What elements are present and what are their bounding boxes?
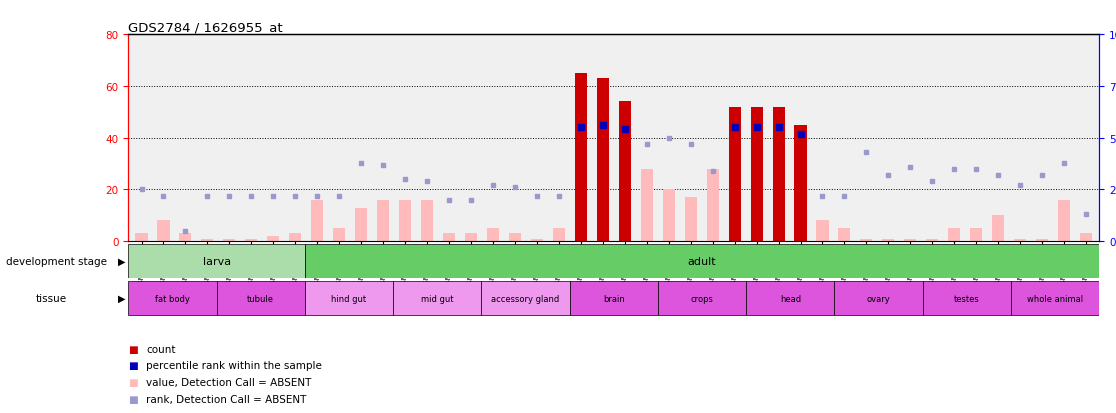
Text: testes: testes: [954, 294, 980, 303]
Bar: [970, 229, 982, 242]
Bar: [201, 239, 213, 242]
Text: hind gut: hind gut: [331, 294, 366, 303]
Text: fat body: fat body: [155, 294, 190, 303]
Text: whole animal: whole animal: [1027, 294, 1084, 303]
Bar: [684, 198, 696, 242]
Bar: [923, 282, 1011, 315]
Bar: [747, 282, 835, 315]
Bar: [400, 200, 411, 242]
Bar: [246, 239, 258, 242]
Bar: [531, 239, 543, 242]
Bar: [421, 200, 433, 242]
Text: accessory gland: accessory gland: [491, 294, 559, 303]
Text: mid gut: mid gut: [421, 294, 453, 303]
Bar: [481, 282, 569, 315]
Bar: [443, 234, 455, 242]
Bar: [1014, 239, 1027, 242]
Text: rank, Detection Call = ABSENT: rank, Detection Call = ABSENT: [146, 394, 307, 404]
Bar: [992, 216, 1004, 242]
Bar: [267, 236, 279, 242]
Text: ▶: ▶: [118, 256, 126, 266]
Bar: [305, 282, 393, 315]
Bar: [949, 229, 961, 242]
Text: ▶: ▶: [118, 293, 126, 304]
Bar: [157, 221, 170, 242]
Bar: [1036, 239, 1048, 242]
Text: percentile rank within the sample: percentile rank within the sample: [146, 361, 323, 370]
Bar: [904, 239, 916, 242]
Bar: [751, 107, 762, 242]
Bar: [1011, 282, 1099, 315]
Bar: [487, 229, 499, 242]
Bar: [465, 234, 477, 242]
Bar: [355, 208, 367, 242]
Bar: [795, 126, 807, 242]
Text: GDS2784 / 1626955_at: GDS2784 / 1626955_at: [128, 21, 283, 34]
Text: ■: ■: [128, 361, 138, 370]
Bar: [926, 239, 939, 242]
Bar: [575, 74, 587, 242]
Bar: [509, 234, 521, 242]
Text: ■: ■: [128, 394, 138, 404]
Bar: [860, 239, 873, 242]
Bar: [597, 79, 609, 242]
Bar: [377, 200, 389, 242]
Bar: [641, 169, 653, 242]
Bar: [838, 229, 850, 242]
Text: value, Detection Call = ABSENT: value, Detection Call = ABSENT: [146, 377, 311, 387]
Bar: [180, 234, 192, 242]
Bar: [658, 282, 747, 315]
Bar: [1080, 234, 1093, 242]
Bar: [289, 234, 301, 242]
Bar: [883, 239, 894, 242]
Bar: [135, 234, 147, 242]
Text: head: head: [780, 294, 801, 303]
Text: count: count: [146, 344, 175, 354]
Bar: [552, 229, 565, 242]
Bar: [223, 239, 235, 242]
Text: development stage: development stage: [6, 256, 107, 266]
Bar: [311, 200, 324, 242]
Text: ■: ■: [128, 344, 138, 354]
Bar: [393, 282, 481, 315]
Text: crops: crops: [691, 294, 713, 303]
Bar: [305, 244, 1099, 278]
Bar: [663, 190, 675, 242]
Bar: [835, 282, 923, 315]
Bar: [706, 169, 719, 242]
Bar: [128, 244, 305, 278]
Bar: [729, 107, 741, 242]
Bar: [817, 221, 828, 242]
Bar: [618, 102, 631, 242]
Text: ovary: ovary: [867, 294, 891, 303]
Text: tubule: tubule: [248, 294, 275, 303]
Bar: [217, 282, 305, 315]
Text: larva: larva: [202, 256, 231, 266]
Text: adult: adult: [687, 256, 716, 266]
Bar: [772, 107, 785, 242]
Bar: [128, 282, 217, 315]
Bar: [334, 229, 345, 242]
Text: tissue: tissue: [36, 293, 67, 304]
Text: ■: ■: [128, 377, 138, 387]
Bar: [569, 282, 658, 315]
Text: brain: brain: [603, 294, 625, 303]
Bar: [1058, 200, 1070, 242]
